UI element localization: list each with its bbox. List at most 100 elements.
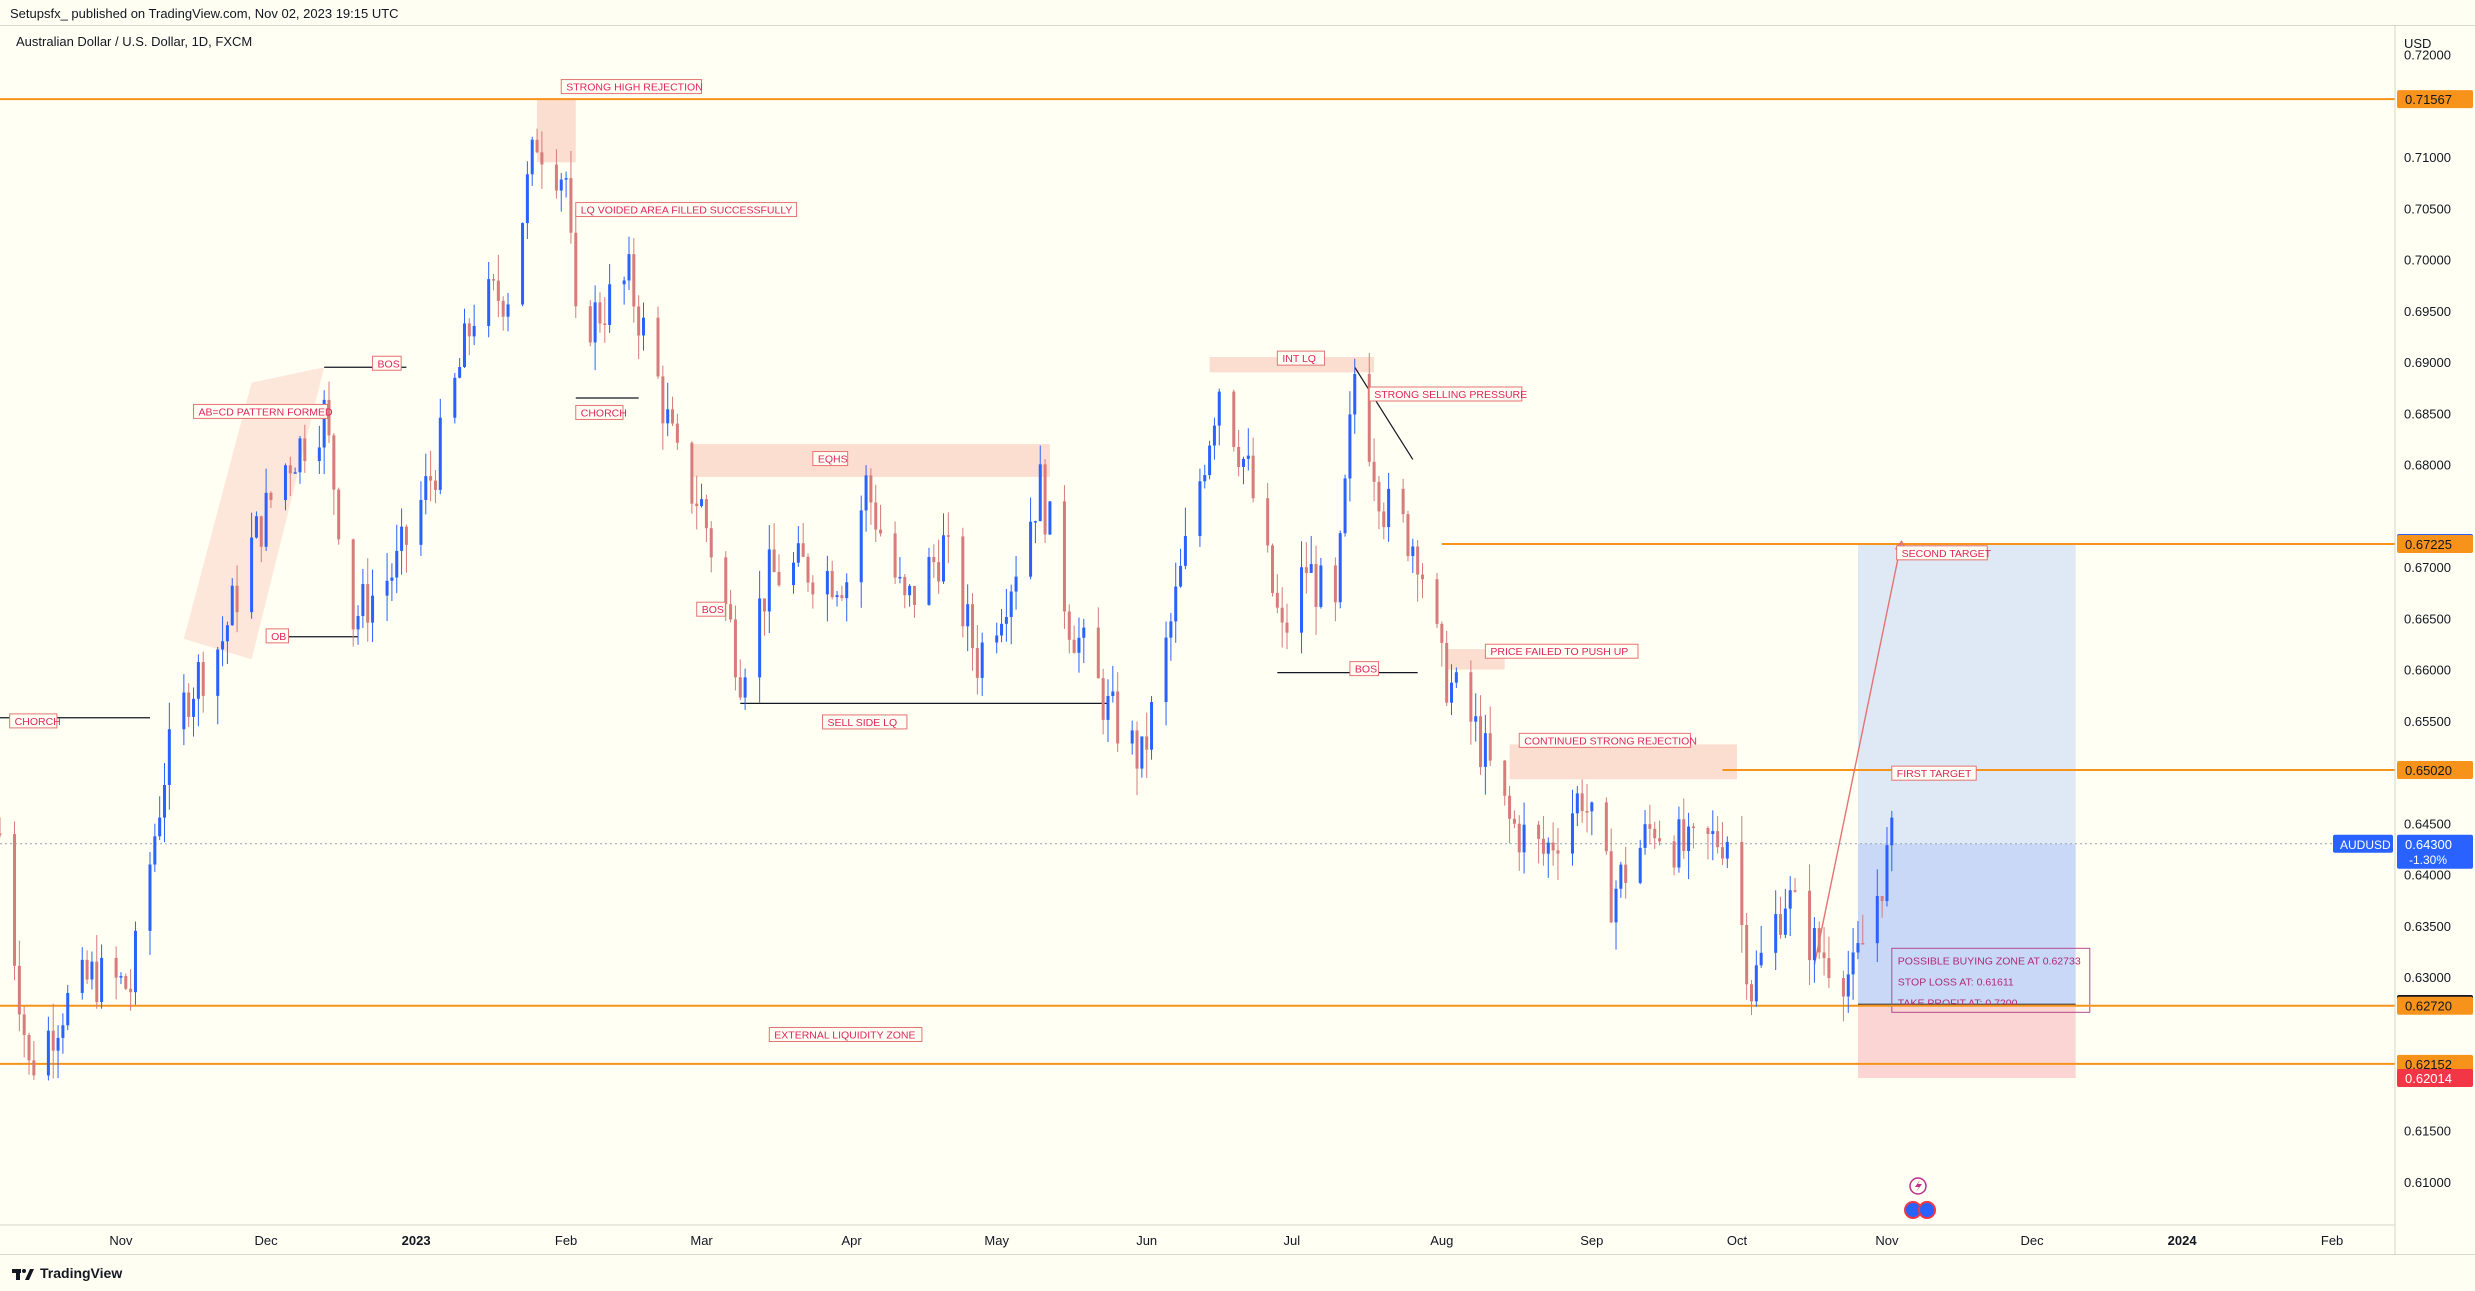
target-zone-filled[interactable]: [1857, 843, 2076, 1005]
candle-body: [1004, 617, 1008, 624]
candle-body: [351, 539, 355, 630]
target-zone-upper[interactable]: [1857, 544, 2076, 844]
candle-body: [1740, 841, 1744, 926]
price-tick-label: 0.69500: [2404, 304, 2451, 319]
candle-body: [1822, 952, 1826, 959]
candle-body: [216, 649, 220, 696]
candle-body: [119, 976, 123, 978]
annotation-label: LQ VOIDED AREA FILLED SUCCESSFULLY: [581, 205, 793, 217]
candle-body: [1474, 716, 1478, 722]
candle-body: [530, 139, 534, 175]
candle-body: [225, 625, 229, 642]
price-badge: [2397, 1054, 2473, 1073]
candle-body: [293, 472, 297, 474]
candle-body: [1885, 845, 1889, 902]
price-tick-label: 0.66000: [2404, 663, 2451, 678]
candle-body: [1725, 841, 1729, 859]
last-price-value: 0.64300: [2405, 837, 2452, 852]
candle-body: [729, 604, 733, 620]
candle-body: [1164, 637, 1168, 703]
candle-body: [801, 543, 805, 557]
candle-body: [898, 576, 902, 579]
candle-body: [462, 323, 466, 367]
candle-body: [709, 528, 713, 558]
annotation-label-box: [696, 601, 726, 617]
candle-body: [1624, 864, 1628, 883]
price-badge-label: 0.67225: [2405, 537, 2452, 552]
annotation-label: CHORCH: [581, 407, 627, 419]
candle-body: [327, 399, 331, 436]
price-axis-background[interactable]: [2395, 26, 2475, 1254]
price-chart[interactable]: POSSIBLE BUYING ZONE AT 0.62733 STOP LOSS…: [0, 26, 2475, 1254]
candle-body: [1875, 896, 1879, 944]
candle-body: [56, 1037, 60, 1051]
candle-body: [1333, 565, 1337, 603]
candle-body: [90, 961, 94, 980]
candle-body: [1111, 691, 1115, 696]
candle-body: [1648, 824, 1652, 829]
candle-body: [912, 585, 916, 605]
candle-body: [501, 300, 505, 317]
candle-body: [1179, 565, 1183, 587]
candle-body: [124, 976, 128, 989]
candle-body: [559, 179, 563, 191]
price-tick-label: 0.71000: [2404, 150, 2451, 165]
candle-body: [269, 492, 273, 501]
candle-body: [424, 476, 428, 500]
candle-body: [1614, 888, 1618, 923]
candle-body: [1691, 826, 1695, 829]
flag-event-icon-right[interactable]: [1918, 1201, 1936, 1219]
time-tick-label: Mar: [690, 1233, 713, 1248]
candle-body: [400, 526, 404, 551]
candle-body: [361, 584, 365, 617]
candle-body: [1483, 733, 1487, 767]
candle-body: [1846, 974, 1850, 997]
candle-body: [859, 510, 863, 583]
price-tick-label: 0.64500: [2404, 816, 2451, 831]
candle-body: [1401, 488, 1405, 515]
annotation-label-box: [560, 79, 702, 95]
candle-body: [671, 409, 675, 424]
long-position-tool[interactable]: POSSIBLE BUYING ZONE AT 0.62733 STOP LOSS…: [1857, 544, 2091, 1079]
candle-body: [806, 556, 810, 583]
candle-body: [811, 582, 815, 595]
candle-body: [1150, 702, 1154, 750]
candle-body: [1793, 890, 1797, 892]
candle-body: [1353, 373, 1357, 415]
tradingview-logo-icon: [12, 1269, 34, 1281]
price-badge-label: 0.62152: [2405, 1057, 2452, 1072]
candle-body: [46, 1030, 50, 1076]
candle-body: [0, 833, 2, 836]
candle-body: [1314, 564, 1318, 607]
candle-body: [1237, 446, 1241, 467]
candle-body: [1580, 793, 1584, 812]
candle-body: [704, 499, 708, 529]
candle-body: [264, 492, 268, 547]
candle-body: [1841, 978, 1845, 997]
candle-body: [1029, 521, 1033, 577]
candle-body: [593, 302, 597, 343]
stop-loss-zone[interactable]: [1857, 1004, 2076, 1079]
annotation-label: BOS: [378, 358, 400, 370]
last-price-badge: [2397, 834, 2473, 869]
candle-body: [975, 648, 979, 678]
event-icons[interactable]: [1904, 1177, 1936, 1219]
tradingview-logo[interactable]: TradingView: [12, 1265, 122, 1281]
annotation-label: SELL SIDE LQ: [828, 717, 898, 729]
candle-body: [1072, 639, 1076, 653]
time-tick-label: Jun: [1136, 1233, 1157, 1248]
candle-body: [1570, 813, 1574, 854]
candle-body: [322, 399, 326, 448]
last-price-change: -1.30%: [2409, 853, 2447, 867]
candle-body: [1077, 637, 1081, 653]
candle-body: [569, 178, 573, 233]
candle-body: [1275, 592, 1279, 608]
candle-body: [758, 598, 762, 678]
candle-body: [1609, 851, 1613, 923]
candle-body: [1677, 819, 1681, 868]
candle-body: [1067, 611, 1071, 640]
candle-body: [554, 164, 558, 191]
candle-body: [642, 317, 646, 336]
annotation-label-box: [1276, 350, 1326, 366]
candle-body: [1682, 819, 1686, 852]
